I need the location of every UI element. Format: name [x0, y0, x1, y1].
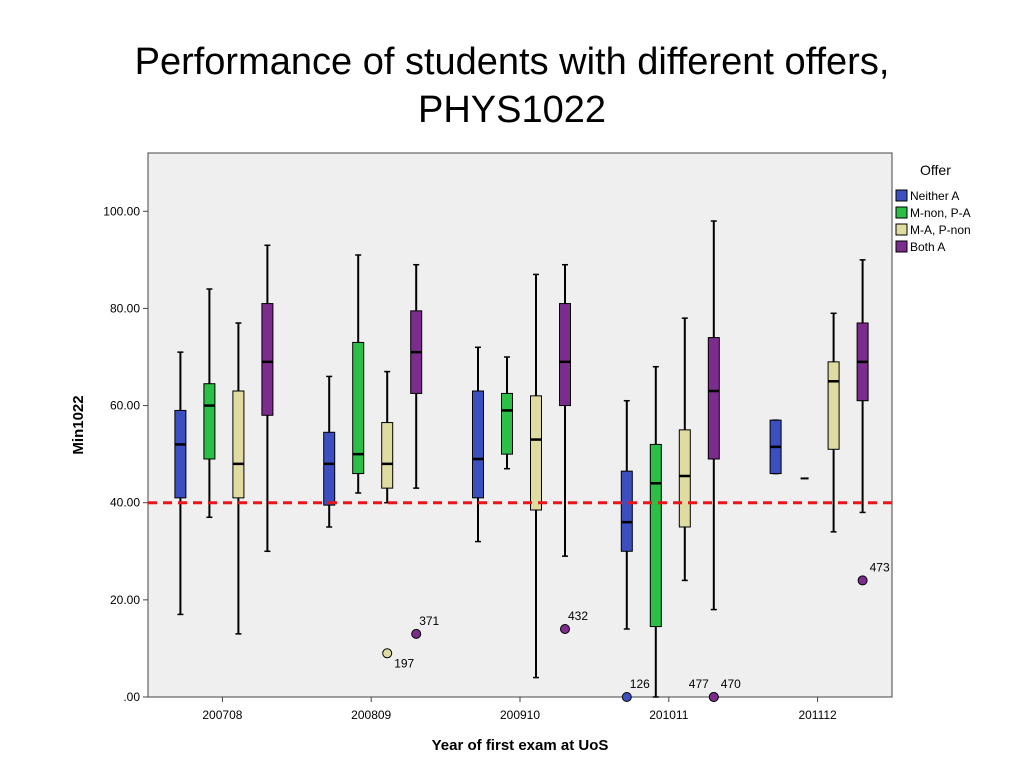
outlier-point: [411, 628, 422, 639]
outlier-label: 371: [419, 614, 439, 628]
box: [707, 337, 720, 460]
outlier-point: [708, 692, 719, 702]
box-group: [559, 263, 571, 557]
x-axis-label: Year of first exam at UoS: [432, 737, 609, 754]
box-group: [381, 370, 394, 504]
box-group: [769, 419, 782, 475]
y-tick-label: 80.00: [110, 301, 140, 315]
box: [472, 390, 484, 499]
outlier-label: 197: [394, 656, 414, 670]
x-tick-label: 201011: [649, 708, 688, 722]
legend-label: M-A, P-non: [910, 223, 971, 237]
outlier-label: 126: [630, 677, 650, 691]
box-group: [203, 288, 216, 519]
box: [203, 383, 216, 460]
outlier-label: 432: [568, 609, 588, 623]
legend-label: Both A: [910, 240, 945, 254]
legend-label: Neither A: [910, 189, 959, 203]
box-group: [261, 244, 274, 553]
y-tick-label: 40.00: [110, 496, 140, 510]
box: [649, 443, 662, 628]
box: [381, 422, 394, 489]
legend: Offer Neither A M-non, P-A M-A, P-non Both …: [895, 162, 971, 254]
box-group: [472, 346, 484, 543]
box: [501, 392, 513, 455]
box: [174, 409, 187, 499]
outlier-point: [621, 692, 632, 702]
outlier-point: [382, 648, 393, 659]
box-group: [620, 399, 633, 630]
x-tick-label: 200910: [500, 708, 540, 722]
outlier-label: 470: [721, 677, 741, 691]
outlier-label: 477: [689, 677, 709, 691]
y-axis-label: Min1022: [70, 395, 87, 454]
box: [232, 390, 245, 499]
box: [559, 303, 571, 407]
box-group: [174, 351, 187, 616]
legend-swatch: [895, 223, 908, 236]
box: [530, 395, 542, 511]
legend-swatch: [895, 206, 908, 219]
y-tick-label: .00: [123, 690, 140, 704]
legend-swatch: [895, 189, 908, 202]
box-group: [827, 312, 840, 533]
y-tick-label: 100.00: [103, 204, 140, 218]
box-group: [410, 263, 423, 489]
slide-title: Performance of students with different o…: [0, 38, 1024, 134]
slide-title-line-2: PHYS1022: [417, 89, 606, 131]
box-group: [530, 273, 542, 679]
box-group: [323, 375, 336, 528]
x-tick-label: 200708: [202, 708, 242, 722]
x-tick-label: 200809: [351, 708, 391, 722]
legend-swatch: [895, 240, 908, 253]
box-group: [232, 322, 245, 635]
y-tick-label: 60.00: [110, 399, 140, 413]
outlier-point: [857, 575, 868, 586]
box: [827, 361, 840, 450]
outlier-label: 473: [870, 560, 890, 574]
box-group: [352, 254, 365, 494]
box-group: [856, 259, 869, 514]
box-group: [707, 220, 720, 611]
box: [323, 431, 336, 506]
box-group: [649, 365, 662, 698]
box: [678, 429, 691, 528]
box-group: [678, 317, 691, 582]
legend-title: Offer: [920, 162, 951, 178]
outlier-point: [560, 624, 570, 634]
x-tick-label: 201112: [798, 708, 837, 722]
y-tick-label: 20.00: [110, 593, 140, 607]
box: [352, 341, 365, 475]
box: [261, 303, 274, 416]
box: [620, 470, 633, 552]
legend-label: M-non, P-A: [910, 206, 971, 220]
box-group: [501, 356, 513, 470]
slide-title-line-1: Performance of students with different o…: [134, 41, 890, 83]
plot-area: [147, 152, 893, 698]
